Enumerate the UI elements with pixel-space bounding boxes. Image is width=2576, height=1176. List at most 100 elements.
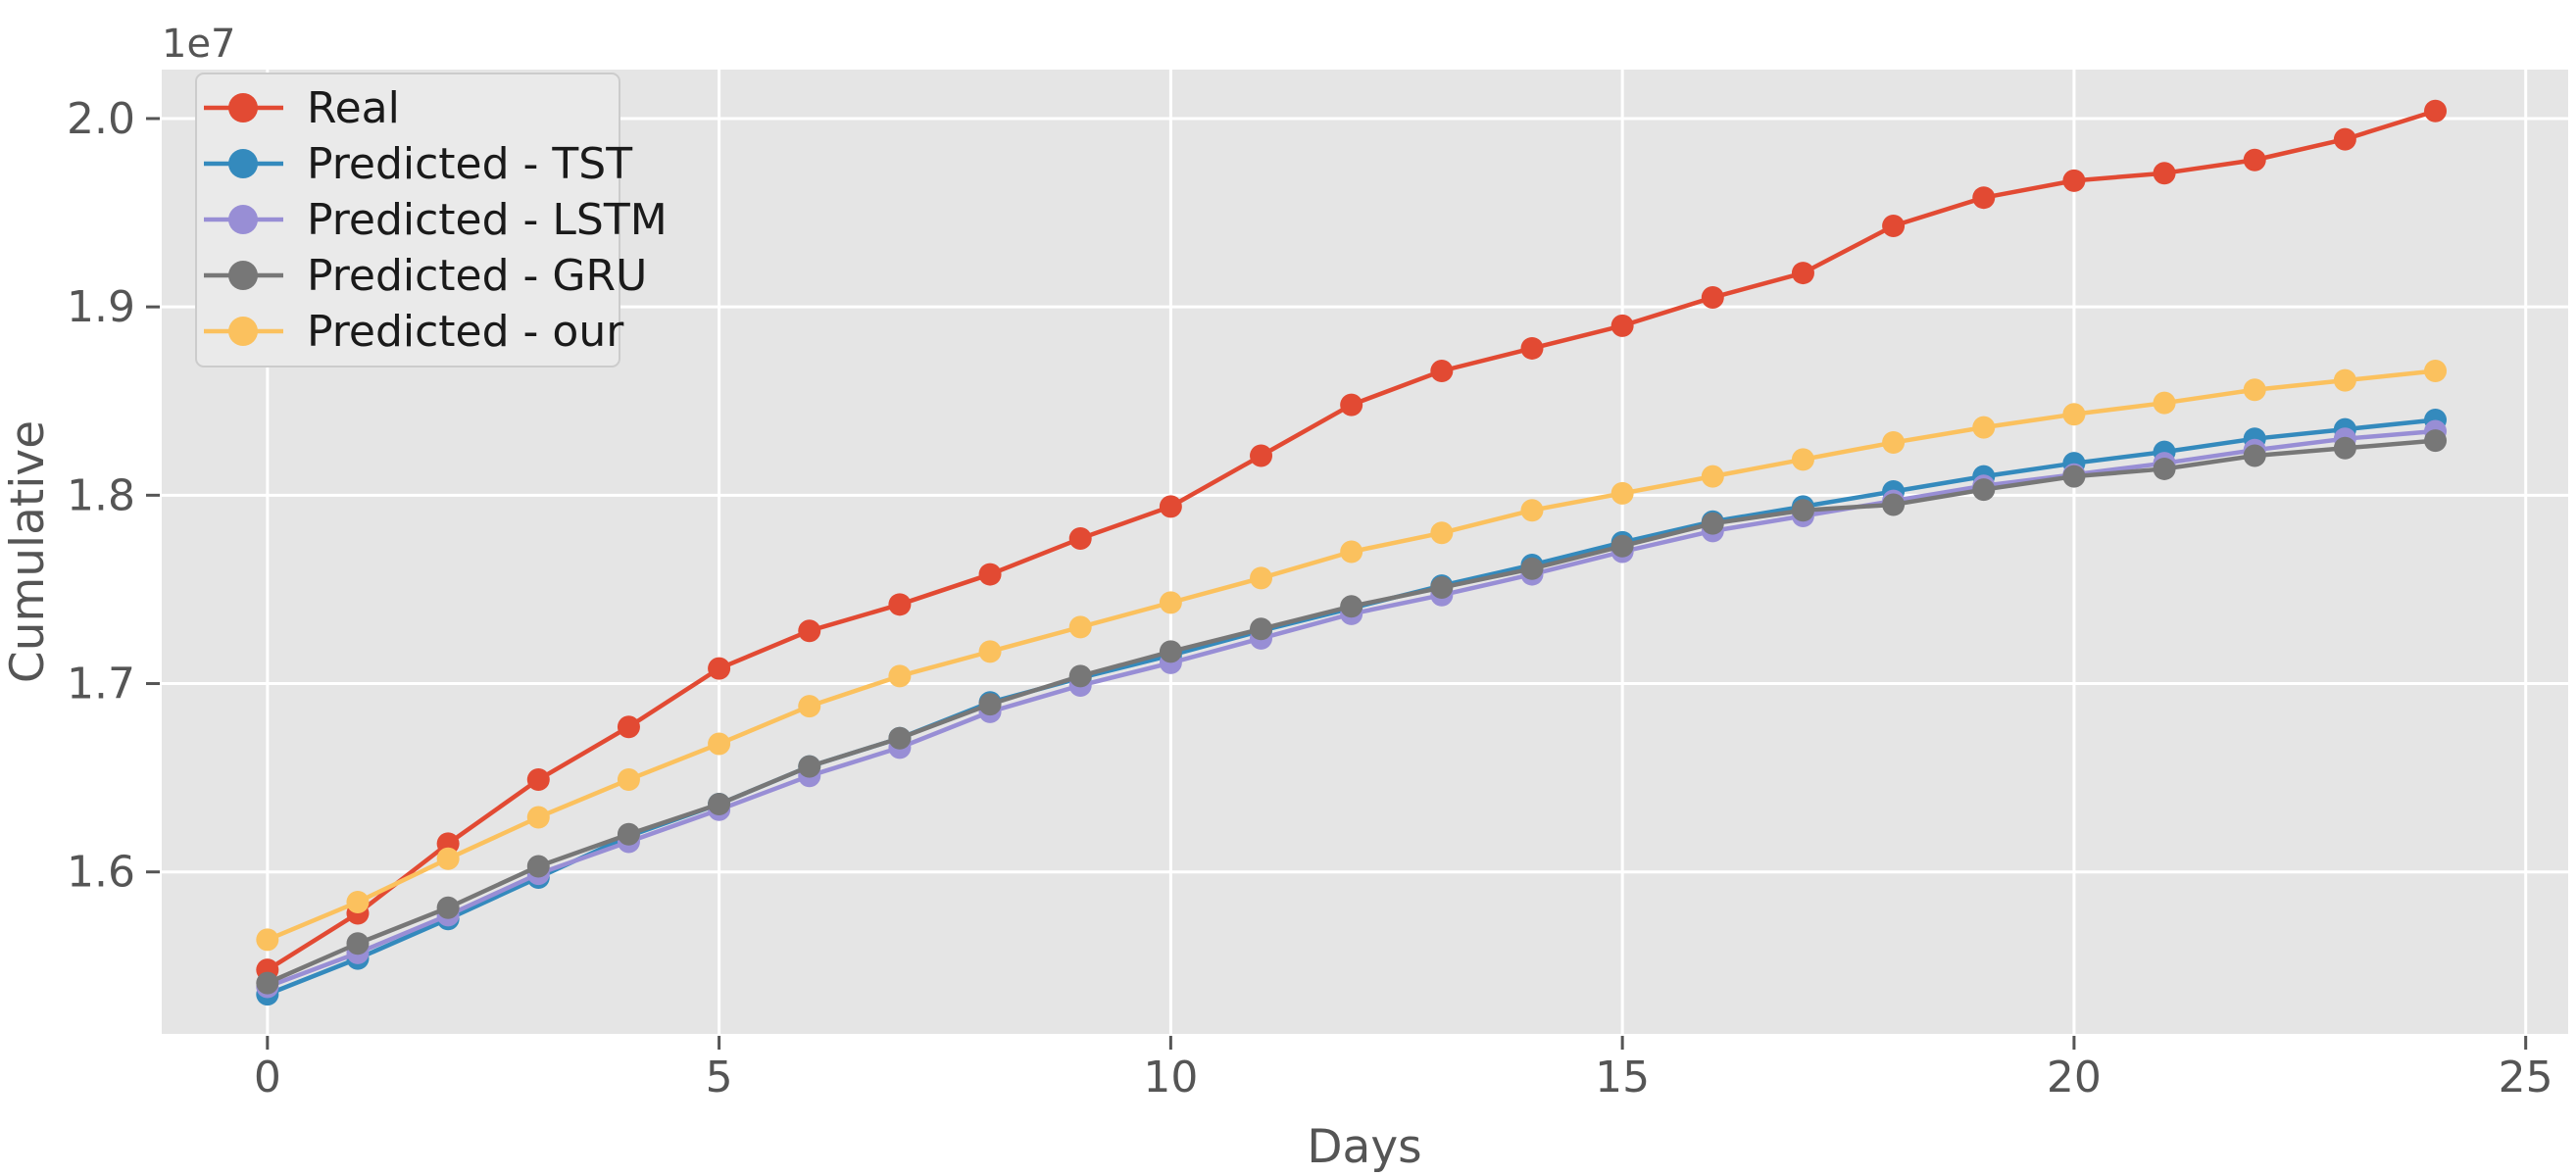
legend-label: Predicted - GRU — [307, 251, 647, 301]
data-point — [2062, 169, 2086, 192]
legend-label: Predicted - TST — [307, 139, 632, 189]
legend-marker — [228, 261, 258, 290]
legend-marker — [228, 149, 258, 178]
data-point — [798, 619, 821, 643]
x-tick-label: 10 — [1143, 1053, 1198, 1102]
legend-box — [195, 73, 620, 368]
data-point — [617, 768, 640, 792]
legend-item: Real — [204, 83, 400, 133]
data-point — [2062, 465, 2086, 488]
data-point — [2424, 360, 2448, 382]
gridlines — [162, 70, 2568, 1034]
data-point — [2333, 436, 2356, 460]
x-axis-title: Days — [1307, 1120, 1421, 1174]
data-point — [888, 726, 912, 750]
legend-marker — [228, 93, 258, 122]
data-point — [2153, 391, 2176, 415]
data-point — [2062, 403, 2086, 426]
data-point — [436, 896, 460, 919]
legend-item: Predicted - our — [204, 307, 624, 357]
y-tick-label: 1.9 — [67, 282, 135, 332]
data-point — [978, 693, 1002, 716]
data-point — [1430, 576, 1454, 600]
legend-marker — [228, 317, 258, 346]
data-point — [617, 822, 640, 846]
x-tick-label: 25 — [2499, 1053, 2553, 1102]
data-point — [2243, 148, 2266, 172]
data-point — [888, 664, 912, 688]
data-point — [526, 768, 550, 792]
data-point — [1882, 431, 1906, 455]
data-point — [2153, 162, 2176, 185]
legend-marker — [228, 205, 258, 234]
data-point — [256, 928, 279, 952]
data-point — [346, 890, 370, 913]
data-point — [1340, 540, 1363, 564]
data-point — [526, 806, 550, 829]
axis-ticks — [146, 117, 2528, 1050]
x-tick-label: 5 — [706, 1053, 733, 1102]
data-point — [708, 657, 731, 680]
data-point — [888, 593, 912, 616]
data-point — [1701, 512, 1724, 535]
data-point — [1250, 617, 1273, 641]
data-point — [1882, 215, 1906, 238]
series-predicted-our — [256, 360, 2448, 952]
data-point — [1430, 521, 1454, 545]
data-point — [1701, 465, 1724, 488]
data-point — [2333, 127, 2356, 151]
data-point — [2333, 368, 2356, 392]
data-point — [436, 847, 460, 870]
data-point — [1068, 527, 1092, 551]
legend-item: Predicted - TST — [204, 139, 632, 189]
data-point — [2153, 457, 2176, 480]
axis-tick-labels: 0 5 10 15 20 25 1.6 1.7 1.8 1.9 2.0 — [67, 94, 2553, 1102]
data-point — [526, 855, 550, 878]
legend-label: Real — [307, 83, 400, 133]
legend-item: Predicted - GRU — [204, 251, 647, 301]
data-point — [346, 932, 370, 956]
data-series — [256, 99, 2448, 1006]
data-point — [1791, 499, 1814, 522]
legend-label: Predicted - LSTM — [307, 195, 668, 245]
data-point — [1430, 360, 1454, 382]
y-axis-title: Cumulative — [1, 420, 55, 683]
data-point — [2424, 99, 2448, 122]
x-tick-label: 15 — [1595, 1053, 1650, 1102]
data-point — [1520, 499, 1544, 522]
y-tick-label: 1.8 — [67, 470, 135, 520]
data-point — [798, 755, 821, 778]
data-point — [708, 732, 731, 756]
data-point — [1791, 448, 1814, 471]
data-point — [978, 563, 1002, 586]
data-point — [1701, 286, 1724, 310]
y-tick-label: 2.0 — [67, 94, 135, 144]
series-predicted-gru — [256, 429, 2448, 995]
data-point — [798, 695, 821, 718]
data-point — [1610, 314, 1634, 337]
data-point — [1972, 478, 1996, 502]
data-point — [1520, 336, 1544, 360]
data-point — [1340, 393, 1363, 416]
data-point — [978, 640, 1002, 663]
data-point — [1520, 557, 1544, 580]
data-point — [2424, 429, 2448, 453]
data-point — [256, 971, 279, 995]
y-tick-label: 1.7 — [67, 660, 135, 710]
data-point — [1159, 640, 1182, 663]
data-point — [1250, 444, 1273, 467]
data-point — [1610, 481, 1634, 505]
legend: Real Predicted - TST Predicted - LSTM Predi… — [195, 73, 668, 368]
data-point — [1882, 493, 1906, 516]
x-tick-label: 20 — [2047, 1053, 2102, 1102]
data-point — [1068, 615, 1092, 639]
data-point — [2243, 378, 2266, 402]
data-point — [1250, 566, 1273, 590]
data-point — [1610, 534, 1634, 558]
data-point — [617, 715, 640, 739]
legend-item: Predicted - LSTM — [204, 195, 668, 245]
legend-label: Predicted - our — [307, 307, 624, 357]
data-point — [1972, 186, 1996, 210]
x-tick-label: 0 — [254, 1053, 281, 1102]
